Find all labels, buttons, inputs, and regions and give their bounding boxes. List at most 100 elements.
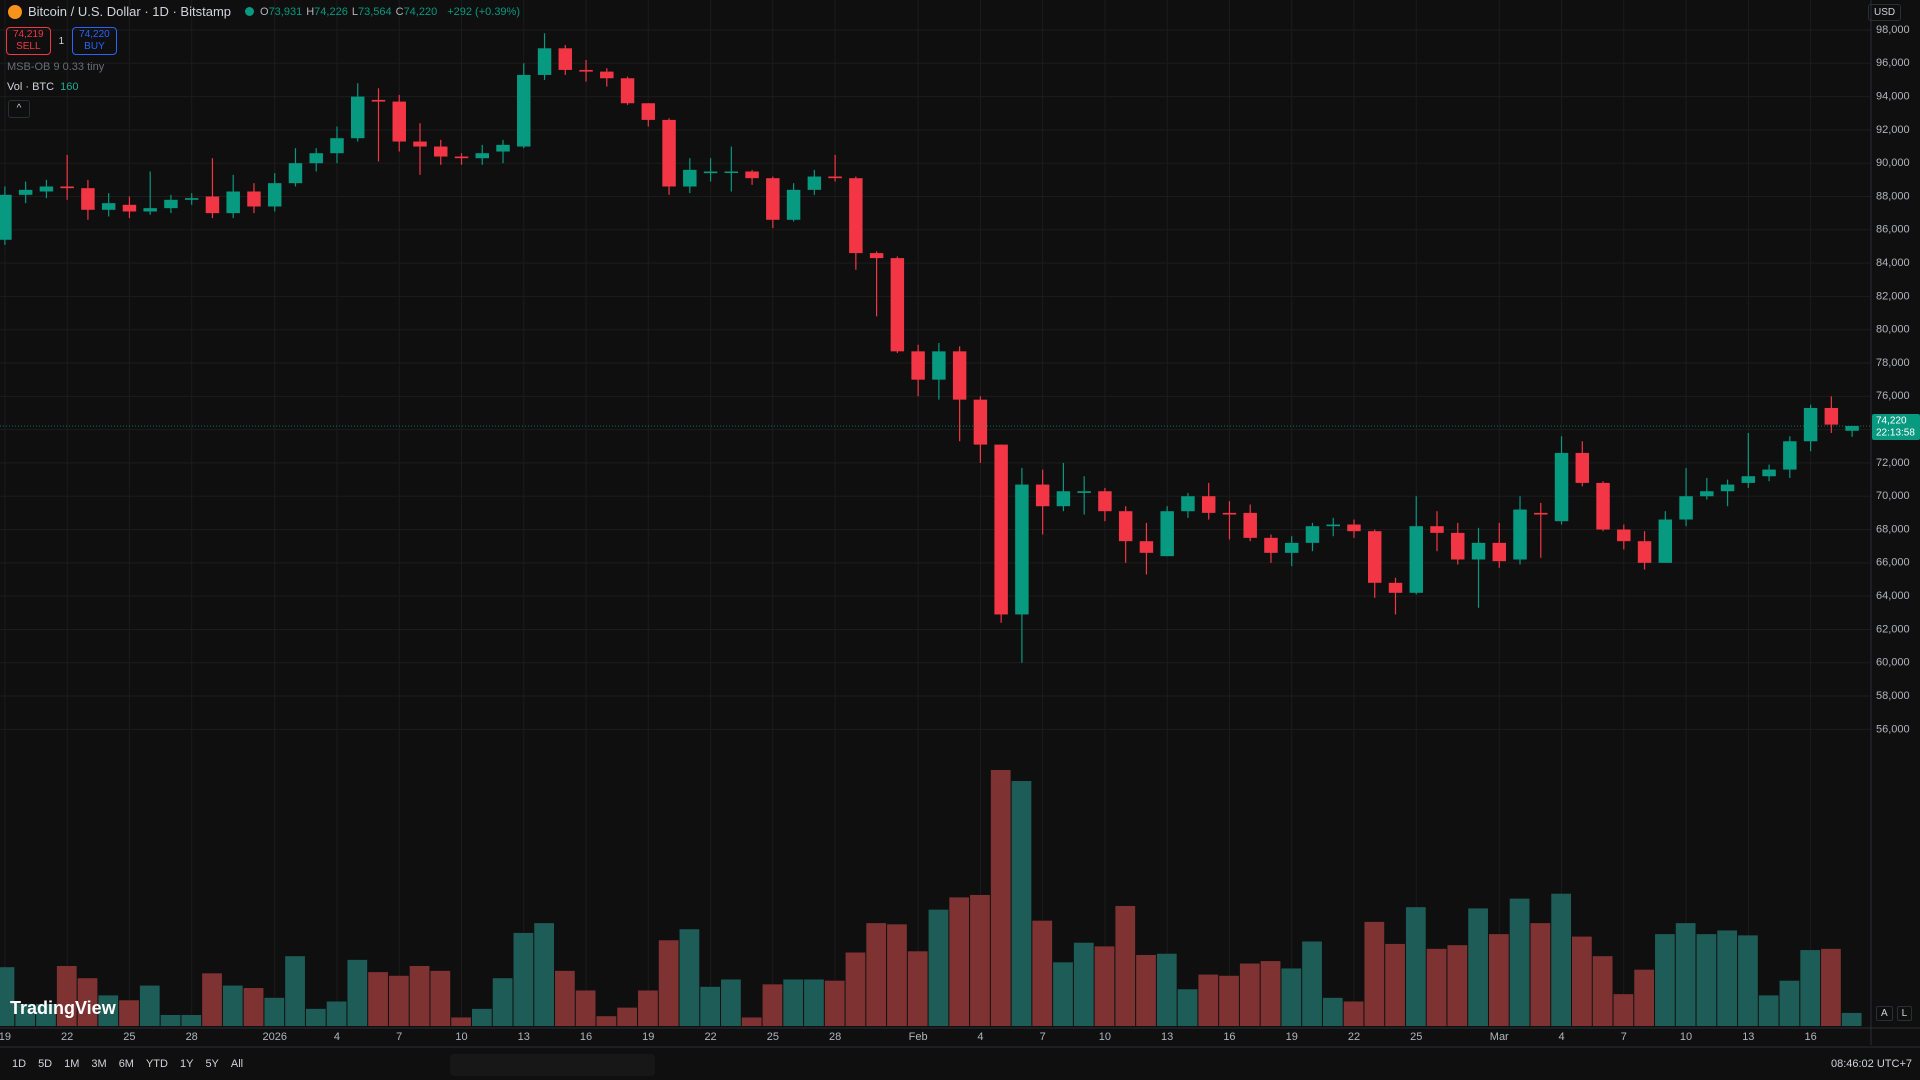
candle-body <box>1181 496 1195 512</box>
candle-body <box>1118 511 1133 542</box>
x-tick-label: 7 <box>1621 1031 1627 1043</box>
candle-body <box>1700 491 1714 497</box>
x-tick-label: 19 <box>0 1031 11 1043</box>
x-tick-label: 7 <box>1040 1031 1046 1043</box>
candle-body <box>1513 509 1527 560</box>
volume-bar <box>36 1003 56 1026</box>
candle-body <box>1305 526 1320 543</box>
candle-body <box>288 163 303 184</box>
volume-bar <box>596 1016 617 1026</box>
volume-bar <box>1136 954 1156 1026</box>
candle-body <box>1077 491 1091 493</box>
timeframe-button[interactable]: 1Y <box>179 1058 194 1070</box>
candle-body <box>39 186 54 192</box>
y-tick-label: 72,000 <box>1876 457 1910 469</box>
volume-bar <box>388 975 409 1026</box>
x-tick-label: 7 <box>396 1031 402 1043</box>
candle-body <box>766 178 780 220</box>
candle-body <box>807 176 822 190</box>
candle-body <box>1637 541 1652 563</box>
y-tick-label: 90,000 <box>1876 157 1910 169</box>
trade-buttons: 74,219 SELL 1 74,220 BUY <box>6 27 117 55</box>
candle-body <box>1201 496 1216 513</box>
candle-body <box>558 48 573 70</box>
timeframe-button[interactable]: 6M <box>118 1058 134 1070</box>
volume-bar <box>1302 941 1322 1026</box>
volume-bar <box>160 1014 181 1026</box>
y-tick-label: 86,000 <box>1876 224 1910 236</box>
volume-bar <box>1530 923 1551 1026</box>
volume-bar <box>1343 1001 1364 1026</box>
volume-bar <box>513 932 534 1026</box>
indicator-legend[interactable]: MSB-OB 9 0.33 tiny <box>7 61 105 73</box>
volume-bar <box>15 1003 36 1026</box>
volume-bar <box>181 1014 202 1026</box>
sell-button[interactable]: 74,219 SELL <box>6 27 51 55</box>
candle-body <box>247 191 261 207</box>
candle-body <box>1679 496 1693 520</box>
candle-body <box>1824 407 1839 425</box>
buy-button[interactable]: 74,220 BUY <box>72 27 117 55</box>
price-tag-label: 74,220 <box>1876 416 1907 427</box>
volume-bar <box>1738 935 1758 1026</box>
candle-body <box>18 189 33 195</box>
volume-bar <box>866 923 887 1026</box>
volume-bar <box>1717 930 1738 1026</box>
buy-label: BUY <box>84 41 105 52</box>
y-tick-label: 56,000 <box>1876 723 1910 735</box>
x-tick-label: 25 <box>1410 1031 1422 1043</box>
candle-body <box>1409 526 1423 593</box>
candle-body <box>1035 484 1050 507</box>
candle-body <box>703 171 718 174</box>
x-tick-label: 22 <box>61 1031 73 1043</box>
candle-body <box>745 171 759 179</box>
volume-bar <box>1551 893 1571 1026</box>
candle-body <box>434 146 448 157</box>
timeframe-button[interactable]: All <box>230 1058 244 1070</box>
candle-body <box>1015 484 1029 615</box>
volume-bar <box>1198 974 1219 1026</box>
collapse-button[interactable]: ^ <box>8 100 30 118</box>
y-tick-label: 88,000 <box>1876 190 1910 202</box>
ohlc-label: O <box>260 5 269 18</box>
volume-bar <box>1239 963 1260 1026</box>
symbol-title[interactable]: Bitcoin / U.S. Dollar · 1D · Bitstamp <box>28 4 231 19</box>
candle-body <box>1762 469 1776 477</box>
timeframe-button[interactable]: 5D <box>38 1058 53 1070</box>
timeframe-button[interactable]: 5Y <box>205 1058 219 1070</box>
drawing-toolbar <box>450 1054 655 1076</box>
volume-bar <box>1821 948 1841 1026</box>
candle-body <box>122 204 137 212</box>
candle-body <box>1845 425 1859 431</box>
volume-bar <box>949 897 970 1026</box>
candle-body <box>351 96 365 139</box>
logo: TradingView <box>10 998 116 1018</box>
candle-body <box>1222 512 1237 515</box>
candle-body <box>537 48 552 75</box>
timeframe-button[interactable]: 1M <box>64 1058 80 1070</box>
volume-bar <box>98 995 119 1026</box>
volume-bar <box>368 972 388 1026</box>
candle-body <box>952 351 967 400</box>
volume-bar <box>1011 781 1032 1026</box>
y-tick-label: 68,000 <box>1876 523 1910 535</box>
x-tick-label: 10 <box>1680 1031 1692 1043</box>
timeframe-button[interactable]: 3M <box>91 1058 107 1070</box>
scale-button[interactable]: A <box>1876 1006 1893 1021</box>
x-tick-label: 4 <box>334 1031 340 1043</box>
scale-button[interactable]: L <box>1896 1006 1913 1021</box>
volume-bar <box>617 1007 638 1026</box>
volume-bar <box>1177 989 1198 1026</box>
timeframe-button[interactable]: 1D <box>12 1058 27 1070</box>
candle-body <box>1264 537 1278 553</box>
currency-button[interactable]: USD <box>1868 4 1902 21</box>
candle-body <box>1783 441 1797 470</box>
candle-body <box>786 189 801 220</box>
y-tick-label: 66,000 <box>1876 557 1910 569</box>
candle-body <box>226 191 240 214</box>
timeframe-button[interactable]: YTD <box>145 1058 168 1070</box>
countdown: 22:13:58 <box>1876 428 1915 439</box>
candle-body <box>81 188 95 210</box>
